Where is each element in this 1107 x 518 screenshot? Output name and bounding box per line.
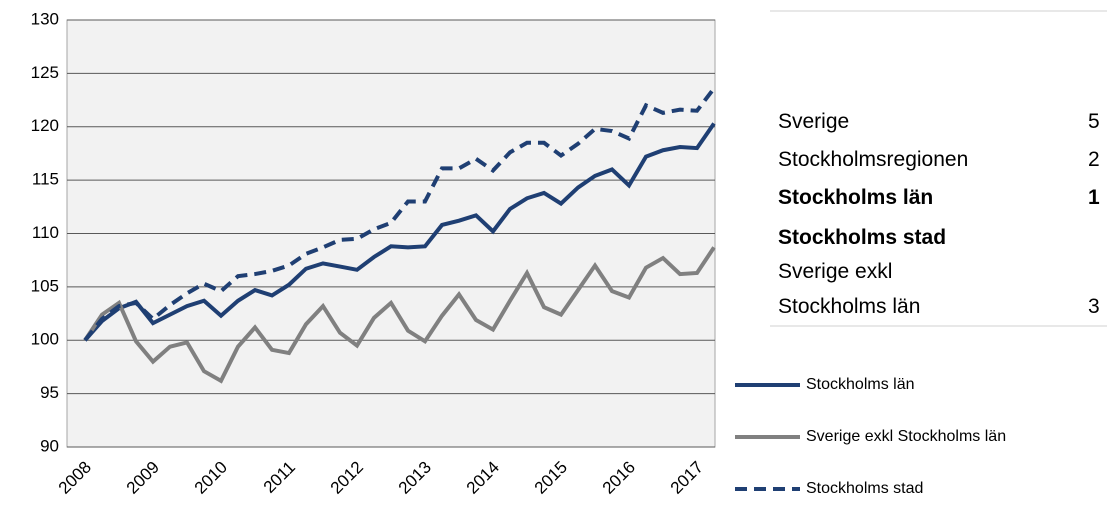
x-tick-label: 2008 bbox=[55, 458, 95, 498]
data-line bbox=[83, 122, 716, 342]
y-tick-label: 130 bbox=[31, 9, 59, 28]
y-tick-label: 125 bbox=[31, 63, 59, 82]
y-tick-label: 100 bbox=[31, 330, 59, 349]
x-tick-label: 2009 bbox=[123, 458, 163, 498]
row-value: 3 bbox=[1088, 295, 1100, 318]
row-label: Stockholms stad bbox=[778, 226, 947, 249]
y-tick-label: 115 bbox=[32, 170, 59, 189]
y-tick-label: 95 bbox=[40, 383, 59, 402]
x-tick-label: 2016 bbox=[599, 458, 639, 498]
table: Sverige 5 Stockholmsregionen 2 Stockholms lä… bbox=[770, 10, 1107, 327]
legend-label: Stockholms stad bbox=[806, 480, 923, 497]
row-value: 1 bbox=[1088, 186, 1100, 209]
data-line bbox=[83, 87, 716, 342]
x-tick-label: 2014 bbox=[463, 458, 503, 498]
x-tick-label: 2013 bbox=[395, 458, 435, 498]
row-value: 5 bbox=[1088, 110, 1100, 133]
x-tick-label: 2017 bbox=[667, 458, 707, 498]
x-tick-label: 2015 bbox=[531, 458, 571, 498]
legend-label: Sverige exkl Stockholms län bbox=[806, 428, 1006, 445]
x-tick-label: 2012 bbox=[327, 458, 367, 498]
row-label: Stockholms län bbox=[778, 186, 934, 209]
y-tick-label: 120 bbox=[31, 116, 59, 135]
data-line bbox=[83, 246, 716, 384]
row-label: Stockholmsregionen bbox=[778, 148, 969, 171]
x-tick-label: 2010 bbox=[191, 458, 231, 498]
y-tick-label: 110 bbox=[32, 223, 59, 242]
legend-label: Stockholms län bbox=[806, 376, 915, 393]
row-value: 2 bbox=[1088, 148, 1100, 171]
row-label: Sverige exkl Stockholms län bbox=[778, 260, 921, 318]
y-tick-label: 105 bbox=[31, 276, 59, 295]
row-label: Sverige bbox=[778, 110, 850, 133]
y-tick-label: 90 bbox=[40, 436, 59, 455]
x-tick-label: 2011 bbox=[260, 458, 299, 497]
